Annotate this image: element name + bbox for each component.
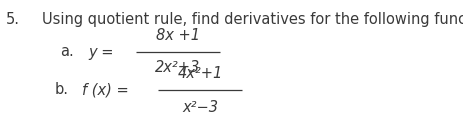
Text: a.: a.	[60, 44, 74, 59]
Text: 8x +1: 8x +1	[156, 27, 200, 42]
Text: 4x²+1: 4x²+1	[177, 67, 223, 82]
Text: 5.: 5.	[6, 12, 20, 27]
Text: b.: b.	[55, 82, 69, 97]
Text: x²−3: x²−3	[182, 99, 218, 114]
Text: f (x) =: f (x) =	[82, 82, 129, 97]
Text: 2x²+3: 2x²+3	[156, 59, 200, 74]
Text: Using quotient rule, find derivatives for the following functions.: Using quotient rule, find derivatives fo…	[42, 12, 463, 27]
Text: y =: y =	[88, 44, 113, 59]
